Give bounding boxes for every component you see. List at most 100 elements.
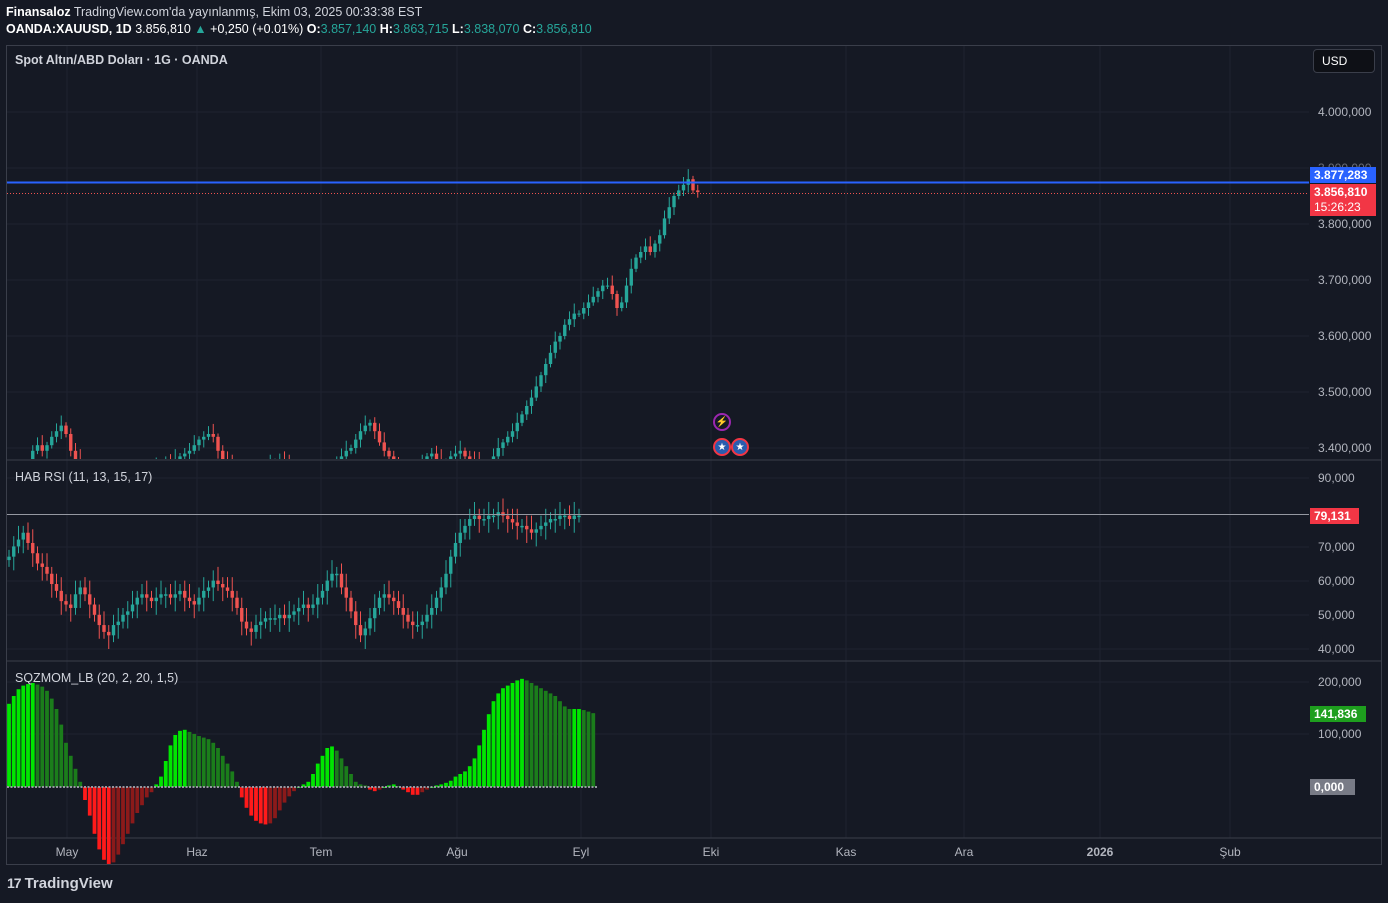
rsi-candle bbox=[197, 597, 201, 605]
candle-body bbox=[169, 462, 172, 468]
momentum-bar bbox=[168, 745, 173, 787]
candle-body bbox=[45, 445, 49, 451]
countdown-timer: 15:26:23 bbox=[1314, 200, 1361, 214]
candle-body bbox=[330, 468, 333, 471]
alert-price-tag[interactable]: 3.877,283 bbox=[1310, 167, 1376, 183]
momentum-bar bbox=[230, 771, 235, 787]
momentum-bar bbox=[268, 787, 273, 824]
main-pane-title[interactable]: Spot Altın/ABD Doları · 1G · OANDA bbox=[15, 53, 228, 67]
rsi-candle bbox=[387, 594, 391, 598]
rsi-candle bbox=[273, 618, 277, 620]
rsi-candle bbox=[396, 601, 401, 608]
bolt-event-icon[interactable]: ⚡ bbox=[713, 413, 731, 431]
rsi-candle bbox=[26, 532, 30, 543]
rsi-candle bbox=[221, 584, 225, 588]
rsi-candle bbox=[173, 594, 177, 598]
rsi-candle bbox=[335, 573, 339, 576]
momentum-bar bbox=[7, 703, 11, 787]
candle-body bbox=[553, 341, 557, 353]
momentum-bar bbox=[553, 696, 558, 787]
candle-body bbox=[98, 487, 101, 493]
candle-body bbox=[591, 296, 595, 303]
momentum-bar bbox=[491, 701, 496, 787]
momentum-bar bbox=[206, 739, 211, 787]
candle-body bbox=[349, 448, 353, 451]
currency-button[interactable]: USD bbox=[1313, 49, 1375, 73]
candle-body bbox=[648, 246, 652, 252]
tradingview-logo[interactable]: 17 TradingView bbox=[7, 875, 113, 892]
momentum-bar bbox=[377, 787, 382, 790]
rsi-candle bbox=[553, 519, 557, 521]
time-axis-label: May bbox=[55, 845, 79, 859]
candle-body bbox=[539, 375, 543, 387]
candle-body bbox=[634, 257, 638, 269]
rsi-candle bbox=[392, 597, 396, 602]
momentum-bar bbox=[448, 780, 453, 787]
high-value: 3.863,715 bbox=[392, 22, 449, 36]
candle-body bbox=[491, 456, 496, 459]
candle-body bbox=[335, 462, 338, 468]
rsi-candle bbox=[306, 604, 310, 608]
rsi-candle bbox=[211, 580, 215, 588]
momentum-bar bbox=[197, 736, 201, 787]
candle-body bbox=[620, 302, 624, 308]
rsi-candle bbox=[216, 580, 220, 585]
momentum-bar bbox=[244, 787, 249, 808]
candle-body bbox=[667, 207, 671, 219]
candle-body bbox=[187, 450, 192, 454]
rsi-candle bbox=[439, 587, 443, 598]
candle-body bbox=[363, 425, 367, 432]
candle-body bbox=[629, 268, 633, 286]
momentum-bar bbox=[330, 746, 334, 787]
rsi-candle bbox=[339, 573, 344, 588]
rsi-candle bbox=[525, 525, 529, 530]
rsi-candle bbox=[510, 519, 515, 523]
candle-body bbox=[605, 285, 610, 287]
candle-body bbox=[449, 456, 453, 459]
candle-body bbox=[31, 450, 35, 459]
momentum-bar bbox=[40, 686, 45, 787]
momentum-bar bbox=[154, 784, 159, 787]
momentum-bar bbox=[26, 684, 30, 787]
candle-body bbox=[178, 456, 182, 459]
momentum-bar bbox=[111, 787, 116, 863]
momentum-bar bbox=[467, 766, 472, 787]
rsi-candle bbox=[572, 515, 576, 520]
rsi-candle bbox=[453, 542, 458, 557]
candle-body bbox=[520, 414, 524, 423]
rsi-pane-title[interactable]: HAB RSI (11, 13, 15, 17) bbox=[15, 470, 153, 484]
rsi-candle bbox=[411, 621, 415, 626]
rsi-candle bbox=[373, 607, 377, 619]
momentum-bar bbox=[311, 774, 315, 787]
candle-body bbox=[662, 218, 667, 236]
candle-body bbox=[672, 196, 676, 208]
us-flag-icon[interactable]: ★ bbox=[731, 438, 749, 456]
rsi-candle bbox=[54, 584, 59, 591]
rsi-axis-label: 60,000 bbox=[1318, 574, 1355, 588]
rsi-candle bbox=[458, 532, 462, 543]
momentum-bar bbox=[83, 787, 87, 800]
candle-body bbox=[677, 190, 681, 196]
momentum-bar bbox=[277, 787, 282, 811]
momentum-bar bbox=[344, 766, 349, 787]
rsi-candle bbox=[325, 580, 329, 591]
time-axis-label: Eyl bbox=[572, 845, 590, 859]
candle-body bbox=[506, 436, 510, 443]
rsi-candle bbox=[468, 519, 472, 526]
sqz-pane-title[interactable]: SQZMOM_LB (20, 2, 20, 1,5) bbox=[15, 671, 179, 685]
us-flag-icon[interactable]: ★ bbox=[713, 438, 731, 456]
rsi-candle bbox=[121, 614, 125, 622]
rsi-candle bbox=[406, 614, 410, 622]
momentum-bar bbox=[472, 758, 477, 787]
momentum-bar bbox=[577, 709, 581, 787]
rsi-axis-label: 70,000 bbox=[1318, 540, 1355, 554]
candle-body bbox=[610, 285, 614, 294]
momentum-bar bbox=[49, 698, 54, 787]
momentum-bar bbox=[315, 763, 320, 787]
rsi-candle bbox=[35, 553, 40, 564]
candle-body bbox=[392, 456, 396, 459]
time-axis-label: Haz bbox=[186, 845, 208, 859]
candle-body bbox=[624, 285, 629, 303]
candle-body bbox=[254, 479, 257, 482]
